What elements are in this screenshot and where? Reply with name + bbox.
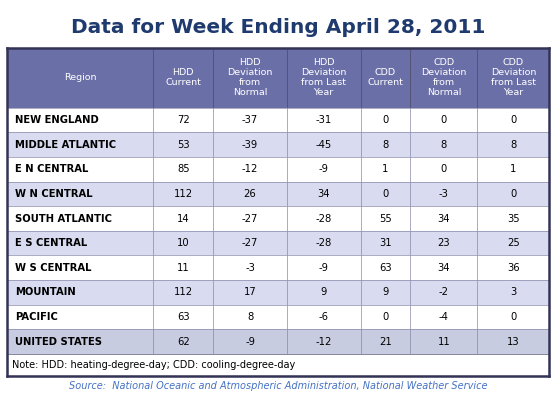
- Text: -3: -3: [439, 189, 449, 199]
- Text: -31: -31: [316, 115, 332, 125]
- Text: W S CENTRAL: W S CENTRAL: [16, 263, 92, 273]
- Text: -39: -39: [242, 140, 258, 150]
- Text: Region: Region: [64, 73, 96, 82]
- Text: 62: 62: [177, 337, 190, 347]
- Text: -28: -28: [316, 214, 332, 224]
- Text: -6: -6: [319, 312, 329, 322]
- Text: -37: -37: [242, 115, 258, 125]
- Text: 9: 9: [320, 288, 327, 298]
- Text: 85: 85: [177, 164, 190, 174]
- Text: -3: -3: [245, 263, 255, 273]
- Text: 0: 0: [510, 115, 517, 125]
- Text: 0: 0: [441, 164, 447, 174]
- Text: 63: 63: [379, 263, 392, 273]
- Text: 8: 8: [510, 140, 517, 150]
- Text: MOUNTAIN: MOUNTAIN: [16, 288, 76, 298]
- Text: 1: 1: [382, 164, 389, 174]
- Text: 55: 55: [379, 214, 392, 224]
- Text: 0: 0: [510, 189, 517, 199]
- Text: NEW ENGLAND: NEW ENGLAND: [16, 115, 99, 125]
- Text: -9: -9: [245, 337, 255, 347]
- Text: CDD
Deviation
from Last
Year: CDD Deviation from Last Year: [490, 58, 536, 98]
- Text: 34: 34: [438, 263, 450, 273]
- Text: 8: 8: [441, 140, 447, 150]
- Text: Source:  National Oceanic and Atmospheric Administration, National Weather Servi: Source: National Oceanic and Atmospheric…: [69, 381, 487, 391]
- Text: 35: 35: [507, 214, 520, 224]
- Text: 112: 112: [173, 189, 193, 199]
- Text: 0: 0: [383, 189, 389, 199]
- Text: PACIFIC: PACIFIC: [16, 312, 58, 322]
- Text: 26: 26: [244, 189, 256, 199]
- Text: 1: 1: [510, 164, 517, 174]
- Text: 10: 10: [177, 238, 190, 248]
- Text: 11: 11: [438, 337, 450, 347]
- Text: Data for Week Ending April 28, 2011: Data for Week Ending April 28, 2011: [71, 18, 485, 37]
- Text: 8: 8: [383, 140, 389, 150]
- Text: 14: 14: [177, 214, 190, 224]
- Text: -2: -2: [439, 288, 449, 298]
- Text: 112: 112: [173, 288, 193, 298]
- Text: 13: 13: [507, 337, 520, 347]
- Text: 0: 0: [383, 312, 389, 322]
- Text: Note: HDD: heating-degree-day; CDD: cooling-degree-day: Note: HDD: heating-degree-day; CDD: cool…: [12, 360, 295, 370]
- Text: 11: 11: [177, 263, 190, 273]
- Text: 17: 17: [244, 288, 256, 298]
- Text: MIDDLE ATLANTIC: MIDDLE ATLANTIC: [16, 140, 117, 150]
- Text: HDD
Deviation
from Last
Year: HDD Deviation from Last Year: [301, 58, 346, 98]
- Text: 3: 3: [510, 288, 517, 298]
- Text: 36: 36: [507, 263, 520, 273]
- Text: 34: 34: [317, 189, 330, 199]
- Text: HDD
Current: HDD Current: [165, 68, 201, 87]
- Text: 72: 72: [177, 115, 190, 125]
- Text: -12: -12: [242, 164, 258, 174]
- Text: -4: -4: [439, 312, 449, 322]
- Text: 0: 0: [441, 115, 447, 125]
- Text: 25: 25: [507, 238, 520, 248]
- Text: -27: -27: [242, 214, 258, 224]
- Text: -45: -45: [316, 140, 332, 150]
- Text: 0: 0: [510, 312, 517, 322]
- Text: -9: -9: [319, 164, 329, 174]
- Text: -12: -12: [315, 337, 332, 347]
- Text: CDD
Current: CDD Current: [368, 68, 403, 87]
- Text: 21: 21: [379, 337, 392, 347]
- Text: 0: 0: [383, 115, 389, 125]
- Text: E N CENTRAL: E N CENTRAL: [16, 164, 89, 174]
- Text: 8: 8: [247, 312, 253, 322]
- Text: 31: 31: [379, 238, 392, 248]
- Text: 63: 63: [177, 312, 190, 322]
- Text: 23: 23: [438, 238, 450, 248]
- Text: CDD
Deviation
from
Normal: CDD Deviation from Normal: [421, 58, 466, 98]
- Text: -28: -28: [316, 238, 332, 248]
- Text: E S CENTRAL: E S CENTRAL: [16, 238, 88, 248]
- Text: 34: 34: [438, 214, 450, 224]
- Text: 53: 53: [177, 140, 190, 150]
- Text: UNITED STATES: UNITED STATES: [16, 337, 102, 347]
- Text: W N CENTRAL: W N CENTRAL: [16, 189, 93, 199]
- Text: -27: -27: [242, 238, 258, 248]
- Text: -9: -9: [319, 263, 329, 273]
- Text: 9: 9: [382, 288, 389, 298]
- Text: HDD
Deviation
from
Normal: HDD Deviation from Normal: [227, 58, 273, 98]
- Text: SOUTH ATLANTIC: SOUTH ATLANTIC: [16, 214, 112, 224]
